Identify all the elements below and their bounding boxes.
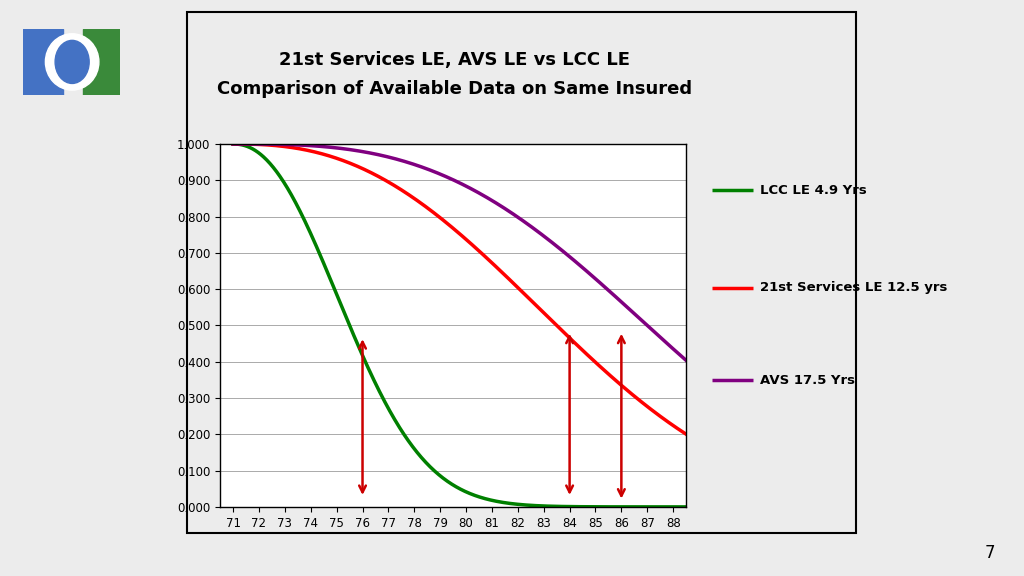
Text: LCC LE 4.9 Yrs: LCC LE 4.9 Yrs [760,184,866,196]
Ellipse shape [45,34,99,90]
Ellipse shape [55,40,89,84]
Bar [83,29,120,95]
Text: 7: 7 [985,544,995,562]
Text: Comparison of Available Data on Same Insured: Comparison of Available Data on Same Ins… [217,80,692,98]
Text: 21st Services LE 12.5 yrs: 21st Services LE 12.5 yrs [760,282,947,294]
Text: 21st Services LE, AVS LE vs LCC LE: 21st Services LE, AVS LE vs LCC LE [280,51,630,70]
Text: AVS 17.5 Yrs: AVS 17.5 Yrs [760,374,855,386]
Bar [23,29,63,95]
